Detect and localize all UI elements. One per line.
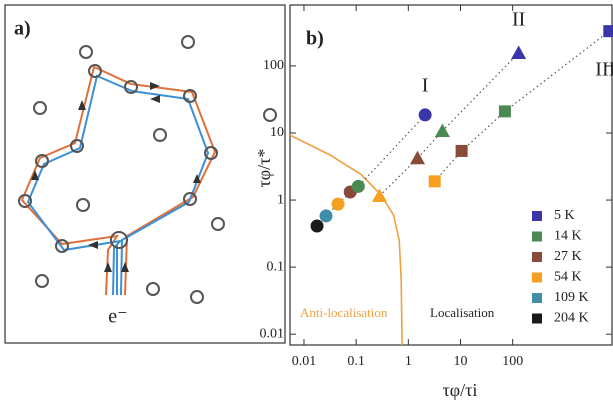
series-label: II bbox=[512, 9, 525, 31]
x-tick-label: 10 bbox=[454, 354, 468, 369]
legend-swatch bbox=[532, 252, 542, 262]
arrow bbox=[150, 82, 160, 90]
arrow bbox=[150, 95, 160, 103]
legend-label: 109 K bbox=[554, 290, 589, 305]
scatterer bbox=[55, 239, 69, 253]
panel-b: b) τφ/τi τφ/τ* 0.01 0.1 1 10 100 0.01 0.1 1 10 10… bbox=[254, 4, 613, 400]
trend-line bbox=[379, 52, 520, 197]
panel-frame bbox=[4, 4, 286, 344]
legend-swatch bbox=[532, 293, 542, 303]
legend-label: 204 K bbox=[554, 311, 589, 326]
point bbox=[351, 179, 365, 193]
region-label: Localisation bbox=[430, 305, 495, 320]
x-axis-title: τφ/τi bbox=[443, 380, 478, 400]
scatterer bbox=[18, 194, 32, 208]
legend-label: 27 K bbox=[554, 249, 582, 264]
series-label: I bbox=[422, 75, 429, 97]
y-tick-label: 10 bbox=[270, 125, 284, 140]
scatterer bbox=[110, 231, 128, 249]
scatterer bbox=[190, 290, 204, 304]
scatterer bbox=[183, 192, 197, 206]
legend-swatch bbox=[532, 272, 542, 283]
scatterer bbox=[211, 217, 225, 231]
point bbox=[434, 123, 450, 138]
legend-label: 14 K bbox=[554, 229, 582, 244]
arrows bbox=[31, 82, 201, 272]
scatterer bbox=[79, 45, 93, 59]
trend-line bbox=[316, 114, 426, 227]
scatterer bbox=[183, 89, 197, 103]
panel-label: a) bbox=[14, 18, 31, 40]
scatterers bbox=[33, 35, 277, 304]
arrow bbox=[121, 262, 129, 272]
y-tick-label: 1 bbox=[277, 192, 284, 207]
y-tick-label: 0.01 bbox=[260, 326, 285, 341]
scatterer bbox=[153, 128, 167, 142]
x-tick-label: 0.01 bbox=[292, 354, 317, 369]
legend-swatch bbox=[532, 313, 542, 324]
theory-curve bbox=[289, 134, 403, 346]
scatterer bbox=[70, 139, 84, 153]
scatterer bbox=[35, 274, 49, 288]
scatterer bbox=[33, 101, 47, 115]
scatterer bbox=[76, 198, 90, 212]
y-axis-title: τφ/τ* bbox=[254, 149, 274, 188]
x-tick-label: 0.1 bbox=[347, 354, 365, 369]
point bbox=[410, 150, 426, 165]
point bbox=[371, 188, 387, 202]
point bbox=[498, 105, 511, 118]
panel-a: a) bbox=[4, 4, 286, 344]
y-tick-label: 0.1 bbox=[267, 259, 285, 274]
electron-label: e⁻ bbox=[108, 306, 127, 328]
point bbox=[319, 209, 333, 223]
path-orange bbox=[20, 65, 217, 296]
arrow bbox=[193, 174, 201, 183]
legend-label: 54 K bbox=[554, 270, 582, 285]
point bbox=[418, 108, 432, 122]
x-tick-label: 100 bbox=[502, 354, 523, 369]
point bbox=[603, 25, 613, 38]
loop-scatterers bbox=[18, 64, 218, 253]
legend-label: 5 K bbox=[554, 208, 575, 223]
scatterer bbox=[146, 282, 160, 296]
y-tick-label: 100 bbox=[263, 58, 284, 73]
scatterer bbox=[204, 146, 218, 160]
point bbox=[455, 144, 468, 157]
legend-swatch bbox=[532, 231, 542, 242]
point bbox=[331, 197, 345, 211]
scatterer bbox=[181, 35, 195, 49]
arrow bbox=[104, 262, 112, 272]
point bbox=[428, 175, 441, 188]
scatterer bbox=[124, 80, 138, 94]
x-tick-label: 1 bbox=[405, 354, 412, 369]
series-label: III bbox=[595, 59, 613, 81]
point bbox=[511, 45, 527, 59]
arrow bbox=[78, 100, 86, 110]
scatterer bbox=[35, 154, 49, 168]
scatterer bbox=[88, 64, 102, 78]
legend-swatch bbox=[532, 211, 542, 221]
arrow bbox=[88, 241, 98, 249]
plot-frame bbox=[289, 4, 613, 346]
region-label: Anti-localisation bbox=[300, 305, 388, 320]
panel-label: b) bbox=[306, 28, 324, 50]
arrow bbox=[31, 170, 39, 180]
scatterer bbox=[263, 108, 277, 122]
point bbox=[310, 219, 324, 233]
